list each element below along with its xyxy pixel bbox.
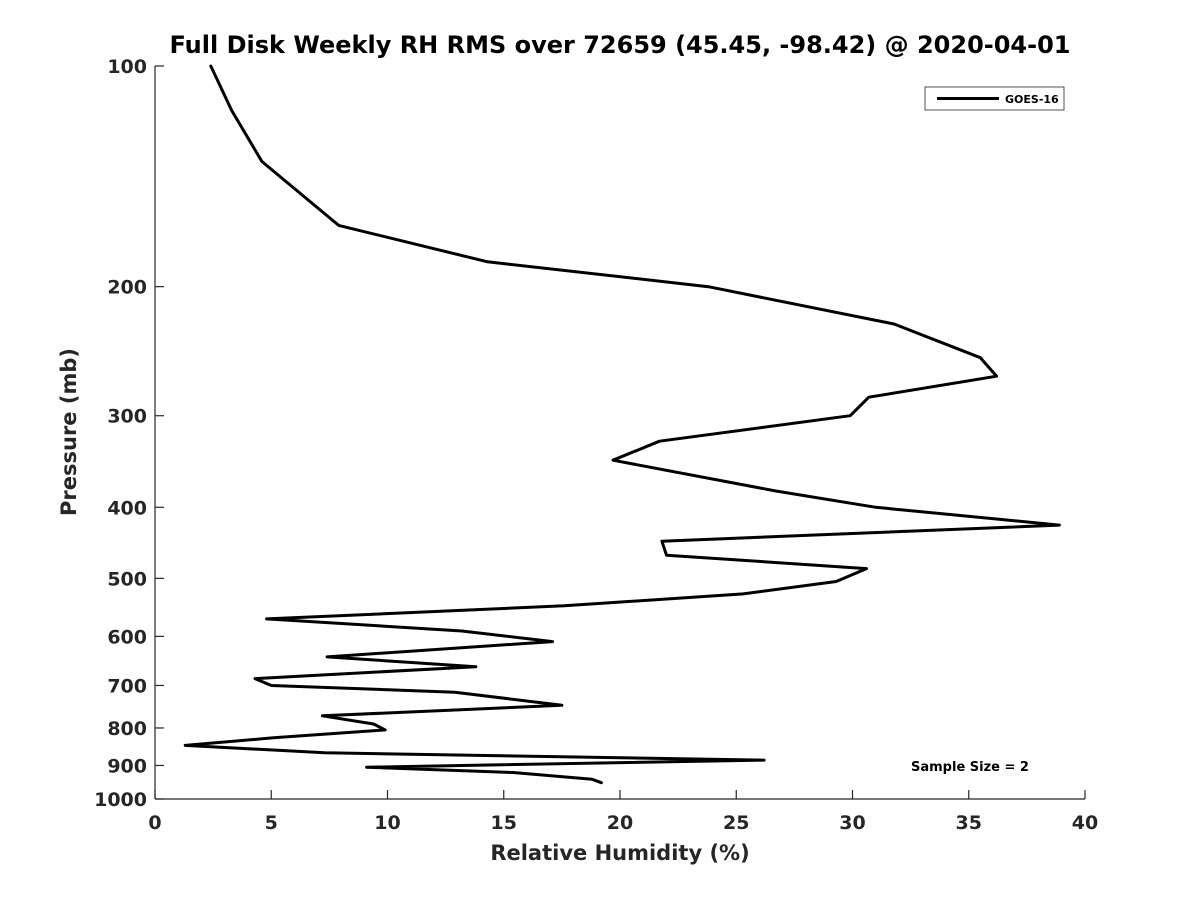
y-tick-label: 600 (107, 626, 147, 648)
x-axis-label: Relative Humidity (%) (490, 841, 749, 865)
y-tick-label: 500 (107, 568, 147, 590)
chart-title: Full Disk Weekly RH RMS over 72659 (45.4… (169, 31, 1070, 59)
x-tick-label: 35 (956, 812, 982, 834)
x-ticks: 0 5 10 15 20 25 30 35 40 (148, 790, 1098, 834)
x-tick-label: 10 (374, 812, 400, 834)
y-tick-label: 800 (107, 718, 147, 740)
plot-area: 0 5 10 15 20 25 30 35 40 100 200 300 400 500 600 700 80… (94, 56, 1098, 834)
x-tick-label: 25 (723, 812, 749, 834)
y-tick-label: 700 (107, 675, 147, 697)
sample-size-annotation: Sample Size = 2 (911, 760, 1029, 775)
y-tick-label: 200 (107, 277, 147, 299)
y-tick-label: 900 (107, 755, 147, 777)
x-tick-label: 15 (491, 812, 517, 834)
y-axis-label: Pressure (mb) (57, 348, 81, 516)
y-tick-label: 100 (107, 56, 147, 78)
y-ticks: 100 200 300 400 500 600 700 800 900 1000 (94, 56, 164, 811)
y-tick-label: 400 (107, 497, 147, 519)
series-layer (183, 64, 1061, 785)
series-line-0 (183, 64, 1061, 785)
x-tick-label: 0 (148, 812, 161, 834)
y-tick-label: 1000 (94, 789, 147, 811)
x-tick-label: 5 (265, 812, 278, 834)
legend: GOES-16 (924, 86, 1065, 111)
legend-label-goes-16: GOES-16 (1005, 93, 1059, 106)
x-tick-label: 30 (839, 812, 865, 834)
x-tick-label: 40 (1072, 812, 1098, 834)
x-tick-label: 20 (607, 812, 633, 834)
y-tick-label: 300 (107, 406, 147, 428)
